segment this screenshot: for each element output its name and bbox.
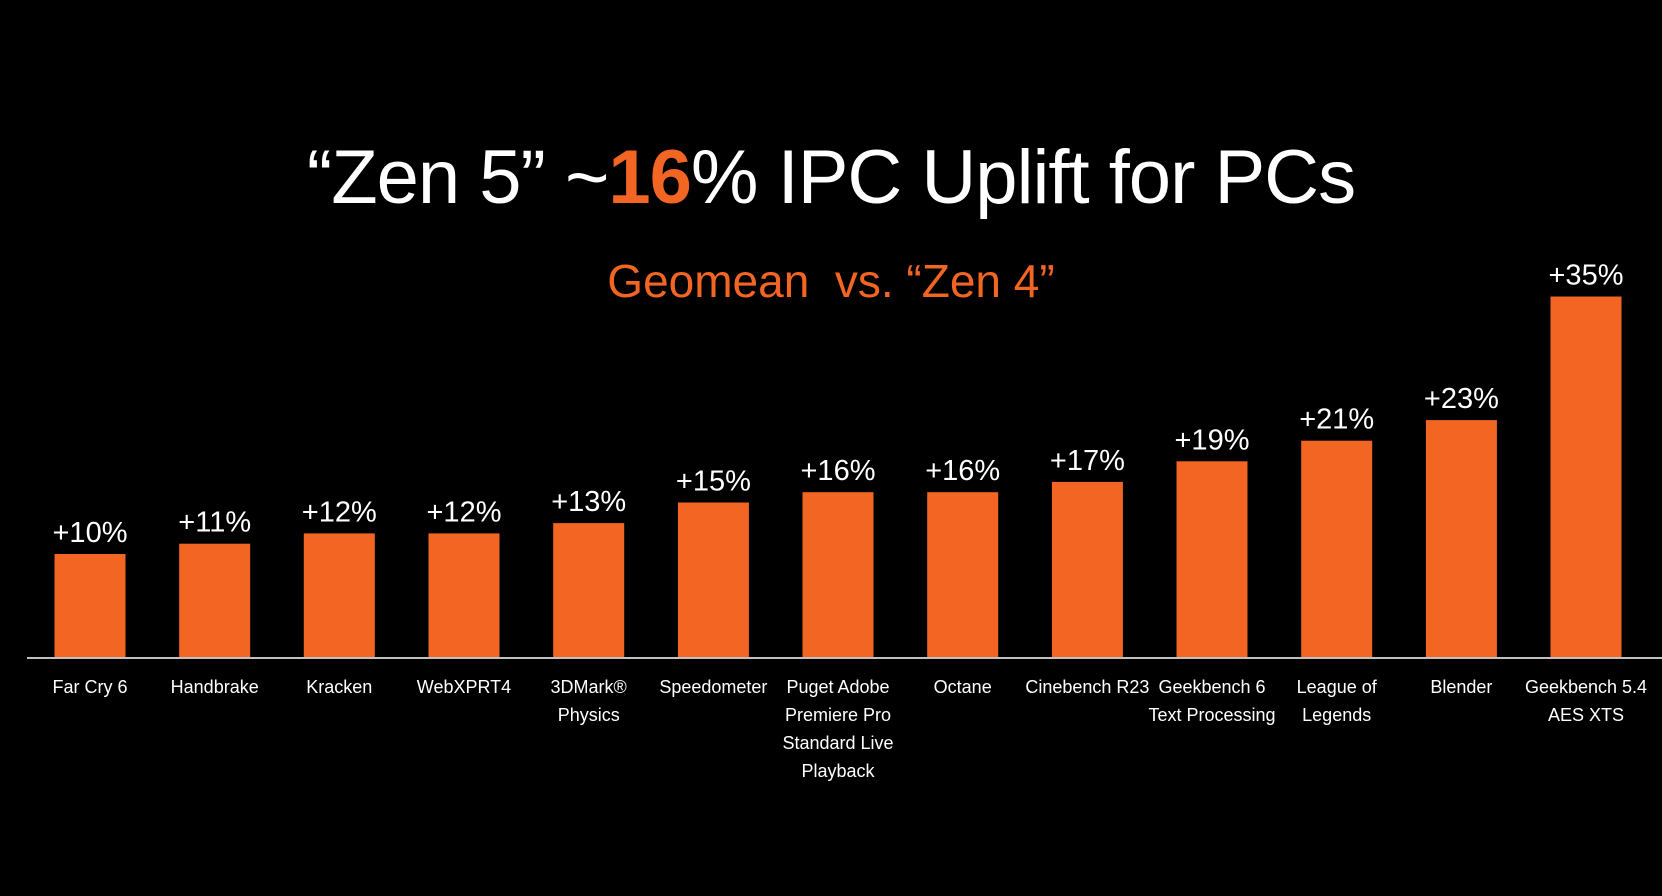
title-highlight: 16: [608, 135, 692, 220]
bar-value-label: +35%: [1549, 260, 1624, 292]
chart-subtitle: Geomean vs. “Zen 4”: [607, 255, 1055, 307]
bar-value-label: +17%: [1050, 445, 1125, 477]
bar: [54, 554, 126, 657]
category-label: Kracken: [306, 677, 372, 697]
category-label-line: Geekbench 6: [1158, 677, 1265, 697]
bar: [179, 543, 251, 657]
category-label-line: Puget Adobe: [786, 677, 889, 697]
category-label: WebXPRT4: [417, 677, 511, 697]
bar-value-label: +19%: [1175, 424, 1250, 456]
bar: [303, 533, 375, 657]
category-label-line: 3DMark®: [551, 677, 627, 697]
bar: [1301, 440, 1373, 657]
bar-value-label: +21%: [1299, 404, 1374, 436]
bar: [1550, 296, 1622, 657]
bar: [1176, 461, 1248, 657]
category-label-line: Octane: [934, 677, 992, 697]
category-label: Blender: [1430, 677, 1492, 697]
category-label: Speedometer: [659, 677, 767, 697]
category-label-line: Kracken: [306, 677, 372, 697]
title-suffix: % IPC Uplift for PCs: [690, 135, 1356, 220]
bar: [553, 523, 625, 657]
bar: [428, 533, 500, 657]
category-label-line: Text Processing: [1148, 705, 1275, 725]
category-label: Geekbench 5.4 AES XTS: [1525, 677, 1647, 725]
bar-value-label: +16%: [925, 455, 1000, 487]
bar-value-label: +15%: [676, 466, 751, 498]
bar: [1425, 420, 1497, 657]
bar: [677, 502, 749, 657]
category-label-line: Legends: [1302, 705, 1371, 725]
category-label-line: WebXPRT4: [417, 677, 511, 697]
bar-value-label: +16%: [801, 455, 876, 487]
bar-value-label: +23%: [1424, 383, 1499, 415]
category-label-line: Premiere Pro: [785, 705, 891, 725]
category-label: Octane: [934, 677, 992, 697]
bar-value-label: +12%: [302, 496, 377, 528]
category-label-line: Far Cry 6: [52, 677, 127, 697]
bar-value-label: +10%: [53, 517, 128, 549]
category-label: Far Cry 6: [52, 677, 127, 697]
bar: [802, 492, 874, 657]
bar: [927, 492, 999, 657]
category-label-line: Speedometer: [659, 677, 767, 697]
category-label-line: League of: [1297, 677, 1378, 697]
bar-value-label: +11%: [178, 507, 251, 539]
category-label-line: Cinebench R23: [1025, 677, 1149, 697]
bar-value-label: +12%: [427, 496, 502, 528]
category-label-line: Standard Live: [782, 733, 893, 753]
category-label-line: AES XTS: [1548, 705, 1624, 725]
category-label: Puget Adobe Premiere Pro Standard Live Play…: [782, 677, 893, 781]
title-prefix: “Zen 5” ~: [306, 135, 609, 220]
category-label: 3DMark® Physics: [551, 677, 627, 725]
category-label: Handbrake: [171, 677, 259, 697]
category-label: Cinebench R23: [1025, 677, 1149, 697]
bar-value-label: +13%: [551, 486, 626, 518]
category-label: Geekbench 6 Text Processing: [1148, 677, 1275, 725]
category-label-line: Playback: [801, 761, 875, 781]
category-label-line: Handbrake: [171, 677, 259, 697]
category-label-line: Physics: [558, 705, 620, 725]
bar: [1051, 481, 1123, 657]
chart-title: “Zen 5” ~16% IPC Uplift for PCs: [0, 140, 1662, 216]
category-label-line: Geekbench 5.4: [1525, 677, 1647, 697]
category-label-line: Blender: [1430, 677, 1492, 697]
category-label: League of Legends: [1297, 677, 1378, 725]
